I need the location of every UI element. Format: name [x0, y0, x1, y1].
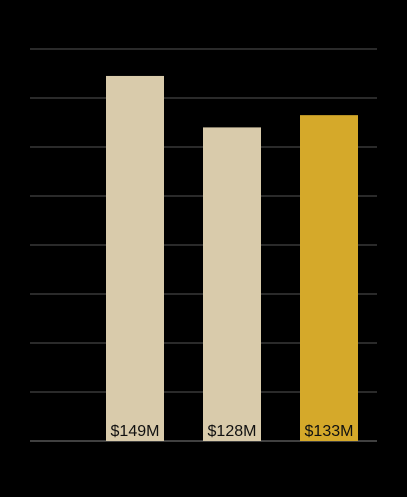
bar-value-label-3: $133M: [305, 423, 354, 440]
bar-1: [106, 75, 164, 441]
bar-value-labels: $149M $128M $133M: [111, 423, 354, 440]
bar-value-label-2: $128M: [208, 423, 257, 440]
bar-2: [203, 127, 261, 442]
bar-3: [300, 115, 358, 442]
bar-value-label-1: $149M: [111, 423, 160, 440]
bars: [106, 75, 358, 442]
